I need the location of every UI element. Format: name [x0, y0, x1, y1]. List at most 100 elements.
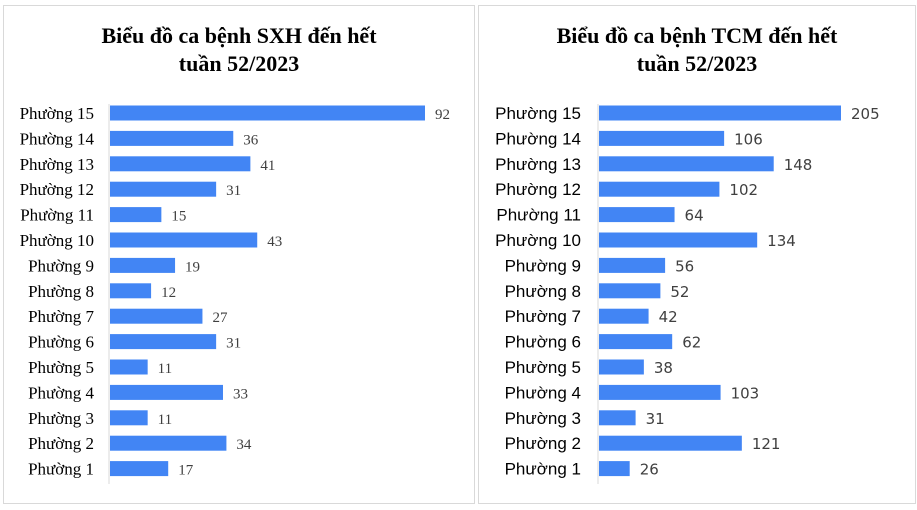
sxh-bar-chart: Phường 15 92 Phường 14 36 Phường 13 41 Phường …: [20, 104, 450, 484]
value-label: 15: [171, 209, 186, 225]
title-line-2: tuần 52/2023: [636, 51, 758, 76]
bar: [599, 130, 725, 146]
bar: [110, 410, 148, 426]
category-label: Phường 15: [20, 104, 94, 123]
value-label: 41: [260, 158, 275, 174]
bar: [110, 257, 176, 273]
category-label: Phường 7: [505, 307, 581, 326]
sxh-chart-panel: Biểu đồ ca bệnh SXH đến hết tuần 52/2023 …: [3, 5, 475, 504]
category-label: Phường 4: [505, 383, 581, 402]
category-label: Phường 9: [505, 256, 581, 275]
value-label: 148: [784, 156, 813, 174]
value-label: 121: [752, 435, 781, 453]
bar: [110, 334, 217, 350]
bar: [110, 156, 251, 172]
value-label: 34: [236, 437, 252, 453]
category-label: Phường 11: [496, 206, 581, 225]
category-label: Phường 3: [505, 409, 581, 428]
category-label: Phường 12: [20, 180, 94, 199]
category-label: Phường 11: [20, 206, 94, 225]
tcm-bar-chart: Phường 15 205 Phường 14 106 Phường 13 148 Phườ…: [495, 104, 880, 484]
bar: [599, 257, 666, 273]
category-label: Phường 13: [495, 155, 581, 174]
value-label: 52: [670, 283, 689, 301]
bar: [599, 334, 673, 350]
value-label: 17: [178, 463, 194, 479]
title-line-1: Biểu đồ ca bệnh SXH đến hết: [101, 23, 377, 48]
value-label: 64: [685, 207, 704, 225]
bar: [599, 207, 675, 223]
category-label: Phường 6: [28, 333, 94, 352]
value-label: 27: [212, 310, 228, 326]
category-label: Phường 8: [505, 282, 581, 301]
category-label: Phường 13: [20, 155, 94, 174]
value-label: 205: [851, 105, 880, 123]
tcm-chart-panel: Biểu đồ ca bệnh TCM đến hết tuần 52/2023 …: [478, 5, 916, 504]
bar: [599, 156, 774, 172]
value-label: 56: [675, 257, 694, 275]
value-label: 19: [185, 259, 200, 275]
title-line-1: Biểu đồ ca bệnh TCM đến hết: [556, 23, 838, 48]
value-label: 31: [226, 336, 241, 352]
category-label: Phường 14: [495, 129, 581, 148]
value-label: 38: [654, 359, 673, 377]
category-label: Phường 2: [28, 434, 94, 453]
category-label: Phường 12: [495, 180, 581, 199]
bar: [599, 435, 742, 451]
category-label: Phường 3: [28, 409, 94, 428]
bar: [110, 461, 169, 477]
category-label: Phường 2: [505, 434, 581, 453]
bar: [599, 181, 720, 197]
value-label: 11: [158, 412, 172, 428]
bar: [110, 105, 425, 121]
category-label: Phường 1: [28, 460, 94, 479]
value-label: 62: [682, 334, 701, 352]
bar: [110, 359, 148, 375]
value-label: 92: [435, 107, 450, 123]
value-label: 134: [767, 232, 796, 250]
bar: [599, 105, 841, 121]
bar: [599, 308, 649, 324]
category-label: Phường 7: [28, 307, 94, 326]
bar: [599, 461, 630, 477]
bar: [599, 359, 644, 375]
category-label: Phường 10: [495, 231, 581, 250]
category-label: Phường 5: [505, 358, 581, 377]
tcm-chart-title: Biểu đồ ca bệnh TCM đến hết tuần 52/2023: [479, 22, 915, 78]
category-label: Phường 4: [28, 383, 94, 402]
value-label: 106: [734, 130, 763, 148]
bar: [599, 384, 721, 400]
value-label: 12: [161, 285, 176, 301]
value-label: 31: [226, 183, 241, 199]
category-label: Phường 1: [505, 460, 581, 479]
bar: [599, 283, 661, 299]
bar: [599, 232, 758, 248]
bar: [110, 435, 227, 451]
category-label: Phường 15: [495, 104, 581, 123]
category-label: Phường 8: [28, 282, 94, 301]
sxh-chart-title: Biểu đồ ca bệnh SXH đến hết tuần 52/2023: [4, 22, 474, 78]
value-label: 103: [731, 384, 760, 402]
value-label: 36: [243, 132, 259, 148]
value-label: 31: [646, 410, 665, 428]
category-label: Phường 6: [505, 333, 581, 352]
bar: [110, 130, 234, 146]
value-label: 42: [659, 308, 678, 326]
value-label: 43: [267, 234, 282, 250]
bar: [110, 283, 152, 299]
bar: [110, 384, 223, 400]
category-label: Phường 5: [28, 358, 94, 377]
bar: [599, 410, 636, 426]
bar: [110, 232, 258, 248]
title-line-2: tuần 52/2023: [178, 51, 300, 76]
category-label: Phường 14: [20, 129, 95, 148]
bar: [110, 181, 217, 197]
category-label: Phường 9: [28, 256, 94, 275]
value-label: 33: [233, 386, 248, 402]
category-label: Phường 10: [20, 231, 94, 250]
bar: [110, 207, 162, 223]
value-label: 11: [158, 361, 172, 377]
value-label: 26: [640, 461, 659, 479]
value-label: 102: [729, 181, 758, 199]
bar: [110, 308, 203, 324]
